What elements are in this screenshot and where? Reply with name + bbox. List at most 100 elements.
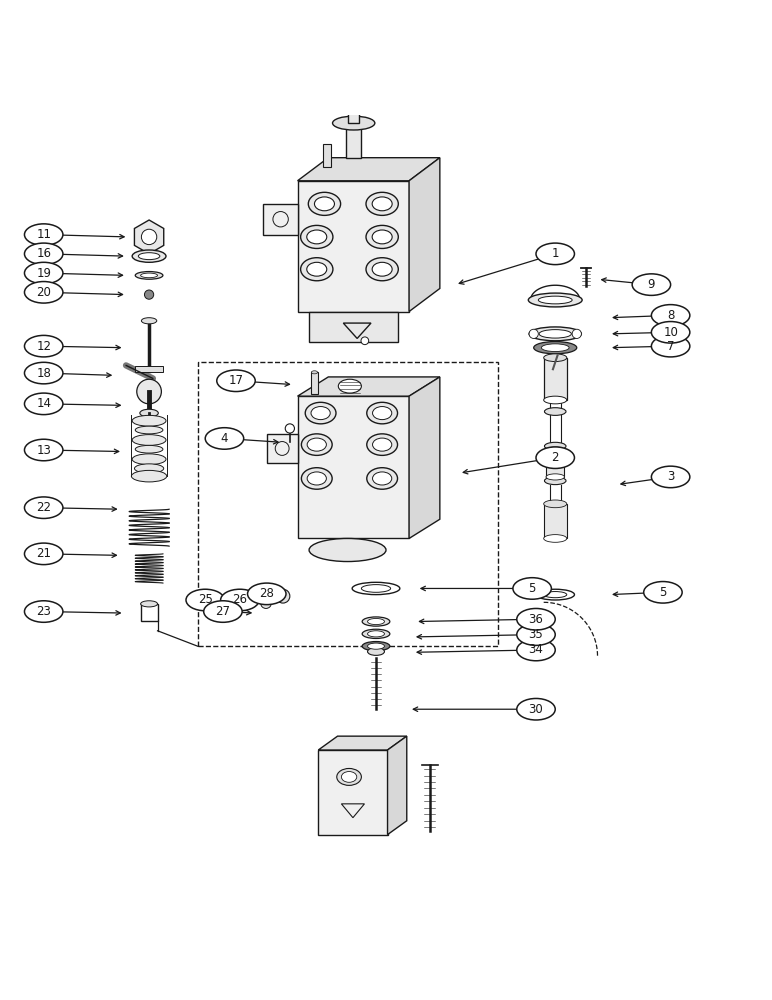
Ellipse shape <box>25 262 63 284</box>
Ellipse shape <box>544 442 566 450</box>
Ellipse shape <box>366 258 398 281</box>
Polygon shape <box>297 181 409 312</box>
Ellipse shape <box>186 589 225 611</box>
Circle shape <box>276 589 290 603</box>
Ellipse shape <box>352 582 400 595</box>
Ellipse shape <box>25 224 63 245</box>
Ellipse shape <box>338 379 361 393</box>
Bar <box>141 604 157 621</box>
Ellipse shape <box>25 362 63 384</box>
Ellipse shape <box>25 243 63 265</box>
Text: 11: 11 <box>36 228 51 241</box>
Ellipse shape <box>132 250 166 262</box>
Ellipse shape <box>305 402 336 424</box>
Text: 14: 14 <box>36 397 51 410</box>
Ellipse shape <box>135 272 163 279</box>
Ellipse shape <box>539 330 571 338</box>
Ellipse shape <box>536 243 574 265</box>
Ellipse shape <box>536 589 574 600</box>
Ellipse shape <box>366 225 398 248</box>
Bar <box>346 127 361 158</box>
Ellipse shape <box>533 342 577 354</box>
Text: 36: 36 <box>529 613 543 626</box>
Ellipse shape <box>25 497 63 518</box>
Ellipse shape <box>134 464 164 473</box>
Bar <box>309 312 398 342</box>
Polygon shape <box>318 736 407 750</box>
Ellipse shape <box>138 253 160 260</box>
Bar <box>135 366 163 372</box>
Ellipse shape <box>516 608 555 630</box>
Ellipse shape <box>541 344 569 352</box>
Ellipse shape <box>300 258 333 281</box>
Ellipse shape <box>513 578 551 599</box>
Text: 4: 4 <box>221 432 229 445</box>
Polygon shape <box>318 750 388 835</box>
Ellipse shape <box>543 396 567 404</box>
Ellipse shape <box>300 225 333 248</box>
Text: 18: 18 <box>36 367 51 380</box>
Ellipse shape <box>367 468 398 489</box>
Ellipse shape <box>546 474 564 480</box>
Text: 16: 16 <box>36 247 51 260</box>
Ellipse shape <box>516 624 555 645</box>
Ellipse shape <box>367 618 384 625</box>
Ellipse shape <box>25 393 63 415</box>
Text: 34: 34 <box>529 643 543 656</box>
Ellipse shape <box>333 116 375 130</box>
Ellipse shape <box>301 468 332 489</box>
Text: 9: 9 <box>648 278 655 291</box>
Circle shape <box>141 229 157 245</box>
Polygon shape <box>409 158 440 312</box>
Ellipse shape <box>362 629 390 638</box>
Text: 25: 25 <box>198 593 212 606</box>
Ellipse shape <box>311 407 330 420</box>
Text: 17: 17 <box>229 374 243 387</box>
Ellipse shape <box>341 95 366 112</box>
Text: 19: 19 <box>36 267 51 280</box>
Ellipse shape <box>362 617 390 626</box>
Bar <box>351 96 356 112</box>
Circle shape <box>144 290 154 299</box>
Ellipse shape <box>367 648 384 655</box>
Text: 7: 7 <box>667 340 675 353</box>
Bar <box>543 358 567 400</box>
Polygon shape <box>134 220 164 254</box>
Ellipse shape <box>301 434 332 455</box>
Ellipse shape <box>25 601 63 622</box>
Ellipse shape <box>205 428 244 449</box>
Polygon shape <box>297 396 409 538</box>
Circle shape <box>285 424 294 433</box>
Ellipse shape <box>309 538 386 562</box>
Ellipse shape <box>337 768 361 785</box>
Text: 5: 5 <box>659 586 666 599</box>
Ellipse shape <box>362 642 390 651</box>
Ellipse shape <box>135 445 163 453</box>
Ellipse shape <box>248 583 286 605</box>
Text: 23: 23 <box>36 605 51 618</box>
Ellipse shape <box>141 318 157 324</box>
Ellipse shape <box>528 293 582 307</box>
Text: 35: 35 <box>529 628 543 641</box>
Ellipse shape <box>131 470 167 482</box>
Bar <box>543 504 567 538</box>
Ellipse shape <box>372 197 392 211</box>
Circle shape <box>261 598 272 608</box>
Ellipse shape <box>367 434 398 455</box>
Ellipse shape <box>632 274 671 295</box>
Ellipse shape <box>311 371 317 374</box>
Ellipse shape <box>217 370 256 392</box>
Bar <box>311 372 317 394</box>
Text: 21: 21 <box>36 547 51 560</box>
Ellipse shape <box>367 631 384 637</box>
Text: 26: 26 <box>232 593 247 606</box>
Text: 2: 2 <box>551 451 559 464</box>
Text: 12: 12 <box>36 340 51 353</box>
Ellipse shape <box>373 472 391 485</box>
Ellipse shape <box>516 698 555 720</box>
Bar <box>267 434 297 463</box>
Ellipse shape <box>314 197 334 211</box>
Circle shape <box>137 379 161 404</box>
Ellipse shape <box>254 590 262 602</box>
Ellipse shape <box>373 438 391 451</box>
